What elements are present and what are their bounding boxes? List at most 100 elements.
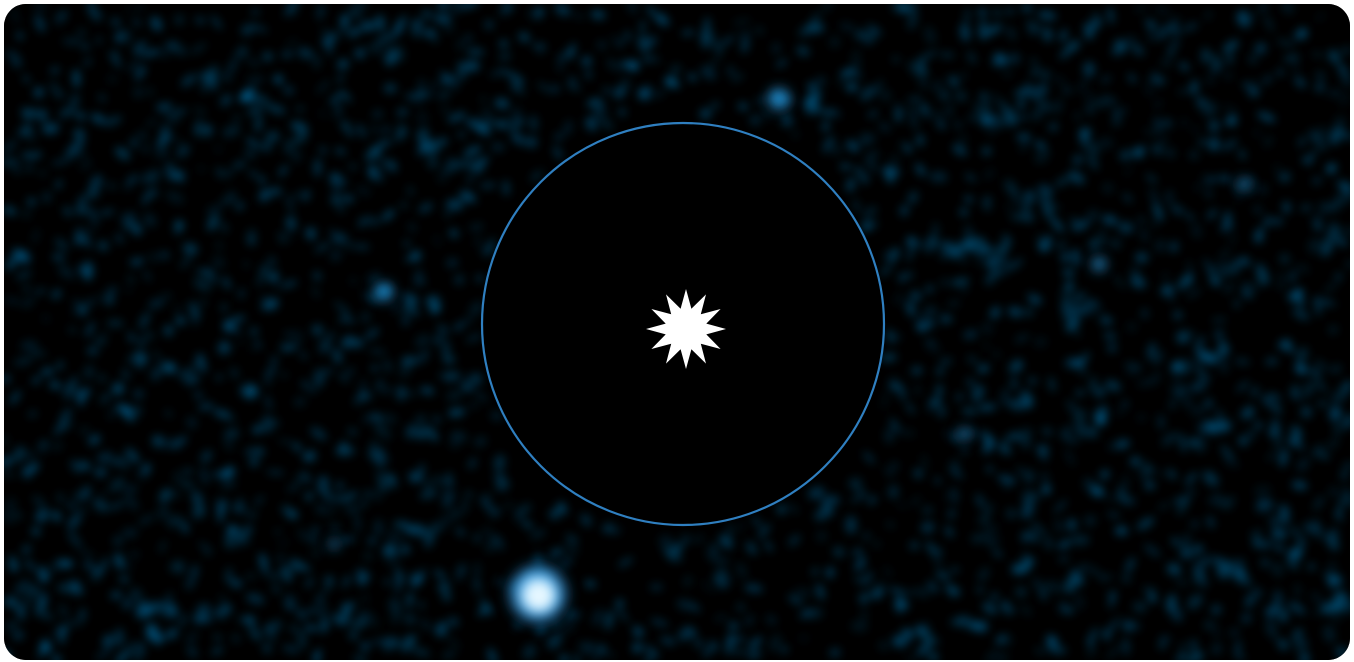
noise-speckle	[908, 300, 915, 317]
noise-speckle	[403, 240, 411, 248]
noise-speckle	[91, 10, 103, 22]
noise-speckle	[1342, 594, 1350, 613]
noise-speckle	[431, 474, 446, 487]
noise-speckle	[274, 529, 281, 535]
noise-speckle	[463, 373, 476, 393]
noise-speckle	[175, 315, 186, 326]
noise-speckle	[109, 50, 119, 61]
noise-speckle	[1328, 49, 1341, 64]
noise-speckle	[959, 208, 968, 216]
noise-speckle	[1281, 4, 1295, 14]
noise-speckle	[261, 140, 273, 153]
noise-speckle	[154, 370, 162, 378]
noise-speckle	[128, 331, 135, 344]
noise-speckle	[436, 173, 448, 184]
noise-speckle	[324, 331, 335, 345]
noise-speckle	[1145, 465, 1155, 475]
noise-speckle	[918, 240, 933, 254]
noise-speckle	[388, 473, 397, 489]
noise-speckle	[738, 521, 744, 532]
noise-speckle	[565, 534, 579, 543]
noise-speckle	[1110, 238, 1122, 250]
noise-speckle	[272, 185, 284, 194]
noise-speckle	[150, 188, 158, 198]
noise-speckle	[156, 635, 164, 642]
noise-speckle	[126, 6, 132, 13]
noise-speckle	[468, 457, 477, 469]
noise-speckle	[260, 297, 276, 311]
noise-speckle	[643, 55, 652, 63]
noise-speckle	[449, 228, 459, 238]
noise-speckle	[101, 556, 108, 573]
noise-speckle	[1250, 386, 1259, 398]
noise-speckle	[780, 646, 789, 654]
noise-speckle	[226, 189, 237, 199]
noise-speckle	[77, 304, 88, 317]
noise-speckle	[90, 113, 106, 125]
noise-speckle	[1121, 35, 1138, 48]
noise-speckle	[1254, 42, 1265, 53]
noise-speckle	[905, 588, 925, 595]
noise-speckle	[889, 247, 900, 259]
noise-speckle	[1308, 563, 1315, 571]
noise-speckle	[1001, 603, 1010, 609]
noise-speckle	[1307, 149, 1317, 162]
noise-speckle	[946, 103, 953, 118]
noise-speckle	[1192, 126, 1199, 133]
noise-speckle	[874, 79, 883, 96]
noise-speckle	[127, 60, 142, 73]
noise-speckle	[70, 459, 82, 473]
noise-speckle	[1267, 393, 1282, 401]
noise-speckle	[706, 55, 721, 71]
noise-speckle	[1156, 413, 1166, 428]
noise-speckle	[994, 350, 999, 359]
noise-speckle	[1334, 237, 1348, 247]
noise-speckle	[1129, 456, 1141, 467]
noise-speckle	[394, 15, 407, 32]
noise-speckle	[1020, 210, 1035, 223]
noise-speckle	[1236, 654, 1246, 660]
noise-speckle	[805, 22, 825, 34]
noise-speckle	[557, 54, 566, 63]
noise-speckle	[850, 620, 868, 632]
noise-speckle	[747, 649, 762, 660]
noise-speckle	[1050, 646, 1067, 654]
noise-speckle	[853, 486, 868, 496]
noise-speckle	[68, 532, 82, 548]
noise-speckle	[935, 571, 951, 580]
noise-speckle	[1292, 308, 1310, 321]
noise-speckle	[1045, 580, 1063, 594]
noise-speckle	[348, 164, 358, 170]
noise-speckle	[1064, 281, 1075, 292]
noise-speckle	[1098, 137, 1114, 149]
noise-speckle	[4, 157, 20, 168]
noise-speckle	[424, 533, 434, 548]
noise-speckle	[1335, 508, 1342, 517]
noise-speckle	[1268, 115, 1277, 122]
noise-speckle	[924, 26, 936, 45]
noise-speckle	[1092, 410, 1105, 424]
noise-speckle	[1206, 516, 1215, 528]
noise-speckle	[862, 532, 870, 541]
noise-speckle	[694, 640, 704, 647]
noise-speckle	[246, 593, 265, 605]
noise-speckle	[412, 101, 425, 108]
noise-speckle	[919, 79, 928, 88]
noise-speckle	[601, 87, 614, 95]
noise-speckle	[1209, 420, 1223, 436]
noise-speckle	[212, 255, 226, 269]
noise-speckle	[365, 43, 385, 55]
noise-speckle	[418, 202, 433, 214]
noise-speckle	[249, 170, 258, 178]
noise-speckle	[1057, 240, 1066, 250]
noise-speckle	[437, 4, 449, 10]
noise-speckle	[179, 479, 195, 489]
noise-speckle	[480, 598, 493, 615]
noise-speckle	[964, 224, 973, 241]
noise-speckle	[1176, 332, 1189, 344]
noise-speckle	[957, 133, 967, 147]
noise-speckle	[1332, 611, 1340, 624]
noise-speckle	[480, 492, 492, 503]
noise-speckle	[868, 495, 877, 505]
noise-speckle	[1022, 190, 1036, 205]
